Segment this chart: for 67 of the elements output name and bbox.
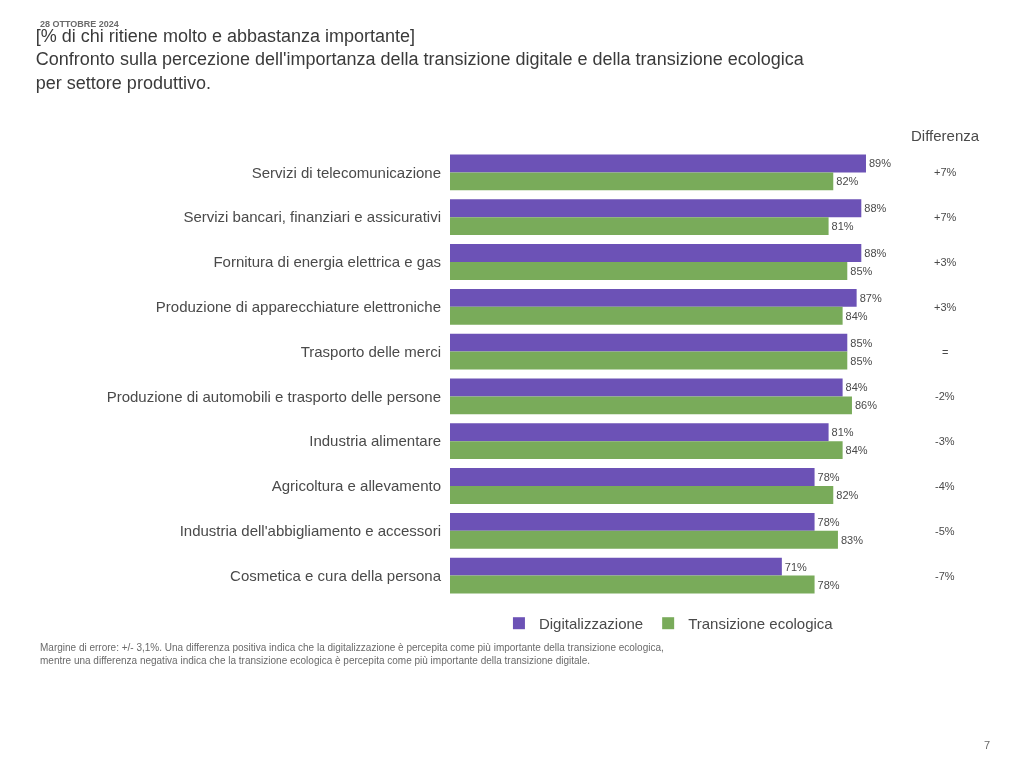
text: -2% (935, 390, 955, 402)
legend-label: Digitalizzazione (538, 615, 644, 633)
bar (450, 557, 782, 576)
bar (450, 468, 815, 486)
bar (450, 575, 815, 594)
text: +7% (934, 166, 957, 178)
bar (450, 486, 834, 504)
bar (450, 217, 829, 236)
text: -3% (935, 435, 955, 447)
data-label: 78% (817, 471, 840, 484)
data-label: 88% (864, 202, 887, 215)
text: 28 OTTOBRE 2024 (40, 19, 119, 29)
bar (450, 244, 862, 262)
text: -4% (935, 480, 955, 492)
text: +3% (934, 256, 957, 268)
data-label: 84% (845, 381, 868, 394)
y-tick-label: Produzione di automobili e trasporto delle persone (106, 387, 441, 405)
data-label: 84% (845, 444, 868, 457)
text: +7% (934, 211, 957, 223)
data-label: 83% (840, 533, 864, 546)
bar (450, 199, 862, 218)
text: -7% (935, 570, 955, 582)
data-label: 81% (831, 426, 854, 439)
text: 7 (984, 739, 991, 751)
bar (450, 512, 815, 531)
bar (450, 154, 866, 173)
y-tick-label: Servizi di telecomunicazione (251, 163, 441, 181)
data-label: 84% (845, 309, 868, 322)
bar (450, 396, 852, 415)
data-label: 81% (831, 220, 854, 233)
y-tick-label: Fornitura di energia elettrica e gas (213, 253, 441, 271)
data-label: 71% (784, 560, 808, 573)
data-label: 88% (864, 247, 887, 260)
data-label: 89% (868, 157, 892, 170)
bar (450, 172, 834, 191)
text: Margine di errore: +/- 3,1%. Una differenza positiva indica che la digitalizzazione è percepita come più importante della transizione ecologica, mentre una differenza negativa indica che la transizione ecologica è percepita come più importante della transizione digitale. (40, 642, 664, 666)
bar (450, 262, 848, 280)
data-label: 78% (817, 515, 840, 528)
bar (450, 333, 848, 352)
data-label: 85% (850, 336, 873, 349)
y-tick-label: Produzione di apparecchiature elettroniche (155, 298, 441, 316)
y-tick-label: Cosmetica e cura della persona (230, 566, 442, 584)
legend-label: Transizione ecologica (688, 615, 834, 633)
bar (450, 441, 843, 460)
text: = (942, 346, 949, 358)
chart-title: [% di chi ritiene molto e abbastanza importante] Confronto sulla percezione dell'importanza della transizione digitale e della transizione ecologica per settore produttivo. (35, 26, 805, 93)
bar (450, 288, 857, 307)
bar (450, 423, 829, 442)
data-label: 86% (854, 399, 878, 412)
data-label: 78% (817, 578, 840, 591)
data-label: 85% (850, 264, 873, 277)
bar (450, 351, 848, 370)
y-tick-label: Trasporto delle merci (300, 342, 441, 360)
text: Differenza (911, 127, 980, 144)
y-tick-label: Industria dell'abbigliamento e accessori (179, 522, 441, 540)
bar (450, 378, 843, 397)
bar (450, 530, 838, 549)
y-tick-label: Agricoltura e allevamento (271, 477, 441, 495)
text: -5% (935, 525, 955, 537)
bar (450, 306, 843, 325)
data-label: 87% (859, 291, 882, 304)
data-label: 85% (850, 354, 873, 367)
y-tick-label: Servizi bancari, finanziari e assicurativi (183, 208, 441, 226)
text: +3% (934, 301, 957, 313)
data-label: 82% (836, 488, 859, 501)
data-label: 82% (836, 175, 859, 188)
y-tick-label: Industria alimentare (309, 432, 441, 450)
